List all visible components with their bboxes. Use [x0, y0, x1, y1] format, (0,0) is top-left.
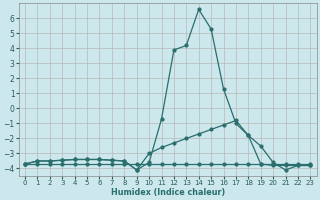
X-axis label: Humidex (Indice chaleur): Humidex (Indice chaleur) [111, 188, 225, 197]
